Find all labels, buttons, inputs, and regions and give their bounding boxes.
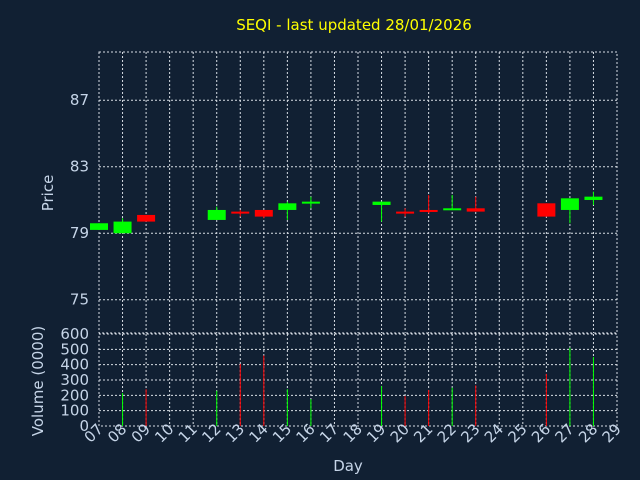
candle-body <box>372 201 391 205</box>
price-axis-label: Price <box>39 175 57 212</box>
day-tick-label: 25 <box>504 420 530 446</box>
candle-body <box>90 223 108 230</box>
candle-body <box>137 214 156 222</box>
day-tick-label: 21 <box>410 420 436 446</box>
day-tick-label: 22 <box>434 420 460 446</box>
day-tick-label: 16 <box>293 420 319 446</box>
price-tick-label: 83 <box>70 158 89 176</box>
day-tick-label: 15 <box>269 420 295 446</box>
chart-title: SEQI - last updated 28/01/2026 <box>236 16 472 34</box>
price-tick-label: 75 <box>70 291 89 309</box>
day-tick-label: 28 <box>575 420 601 446</box>
day-tick-label: 14 <box>245 420 271 446</box>
day-axis: 0708091011121314151617181920212223242526… <box>81 420 625 446</box>
candle-body <box>231 211 250 214</box>
price-panel: 75 79 83 87 Price <box>39 51 618 334</box>
candle-body <box>113 221 132 234</box>
day-tick-label: 10 <box>151 420 177 446</box>
candle-body <box>419 209 438 212</box>
candle-body <box>207 209 226 220</box>
day-tick-label: 27 <box>552 420 578 446</box>
volume-tick-label: 200 <box>60 386 89 404</box>
candle-body <box>301 201 320 204</box>
candle-body <box>443 208 462 211</box>
candle-body <box>560 198 579 210</box>
day-tick-label: 19 <box>363 420 389 446</box>
day-tick-label: 23 <box>457 420 483 446</box>
day-tick-label: 29 <box>599 420 625 446</box>
price-tick-label: 79 <box>70 224 89 242</box>
candle-body <box>584 196 603 200</box>
volume-tick-label: 0 <box>79 417 89 435</box>
candle-body <box>278 203 297 210</box>
price-tick-label: 87 <box>70 91 89 109</box>
volume-tick-label: 400 <box>60 356 89 374</box>
candle-body <box>466 208 485 212</box>
volume-tick-label: 100 <box>60 402 89 420</box>
volume-tick-label: 300 <box>60 371 89 389</box>
day-tick-label: 13 <box>222 420 248 446</box>
day-tick-label: 20 <box>387 420 413 446</box>
candle-body <box>254 209 273 217</box>
candle-body <box>537 203 556 217</box>
day-tick-label: 12 <box>198 420 224 446</box>
volume-tick-label: 600 <box>60 325 89 343</box>
day-axis-label: Day <box>333 457 363 475</box>
day-tick-label: 17 <box>316 420 342 446</box>
day-tick-label: 26 <box>528 420 554 446</box>
day-tick-label: 11 <box>175 420 201 446</box>
volume-tick-label: 500 <box>60 340 89 358</box>
day-tick-label: 08 <box>104 420 130 446</box>
day-tick-label: 24 <box>481 420 507 446</box>
day-tick-label: 18 <box>340 420 366 446</box>
candle-body <box>396 211 415 214</box>
volume-axis-label: Volume (0000) <box>29 326 47 436</box>
day-tick-label: 09 <box>128 420 154 446</box>
